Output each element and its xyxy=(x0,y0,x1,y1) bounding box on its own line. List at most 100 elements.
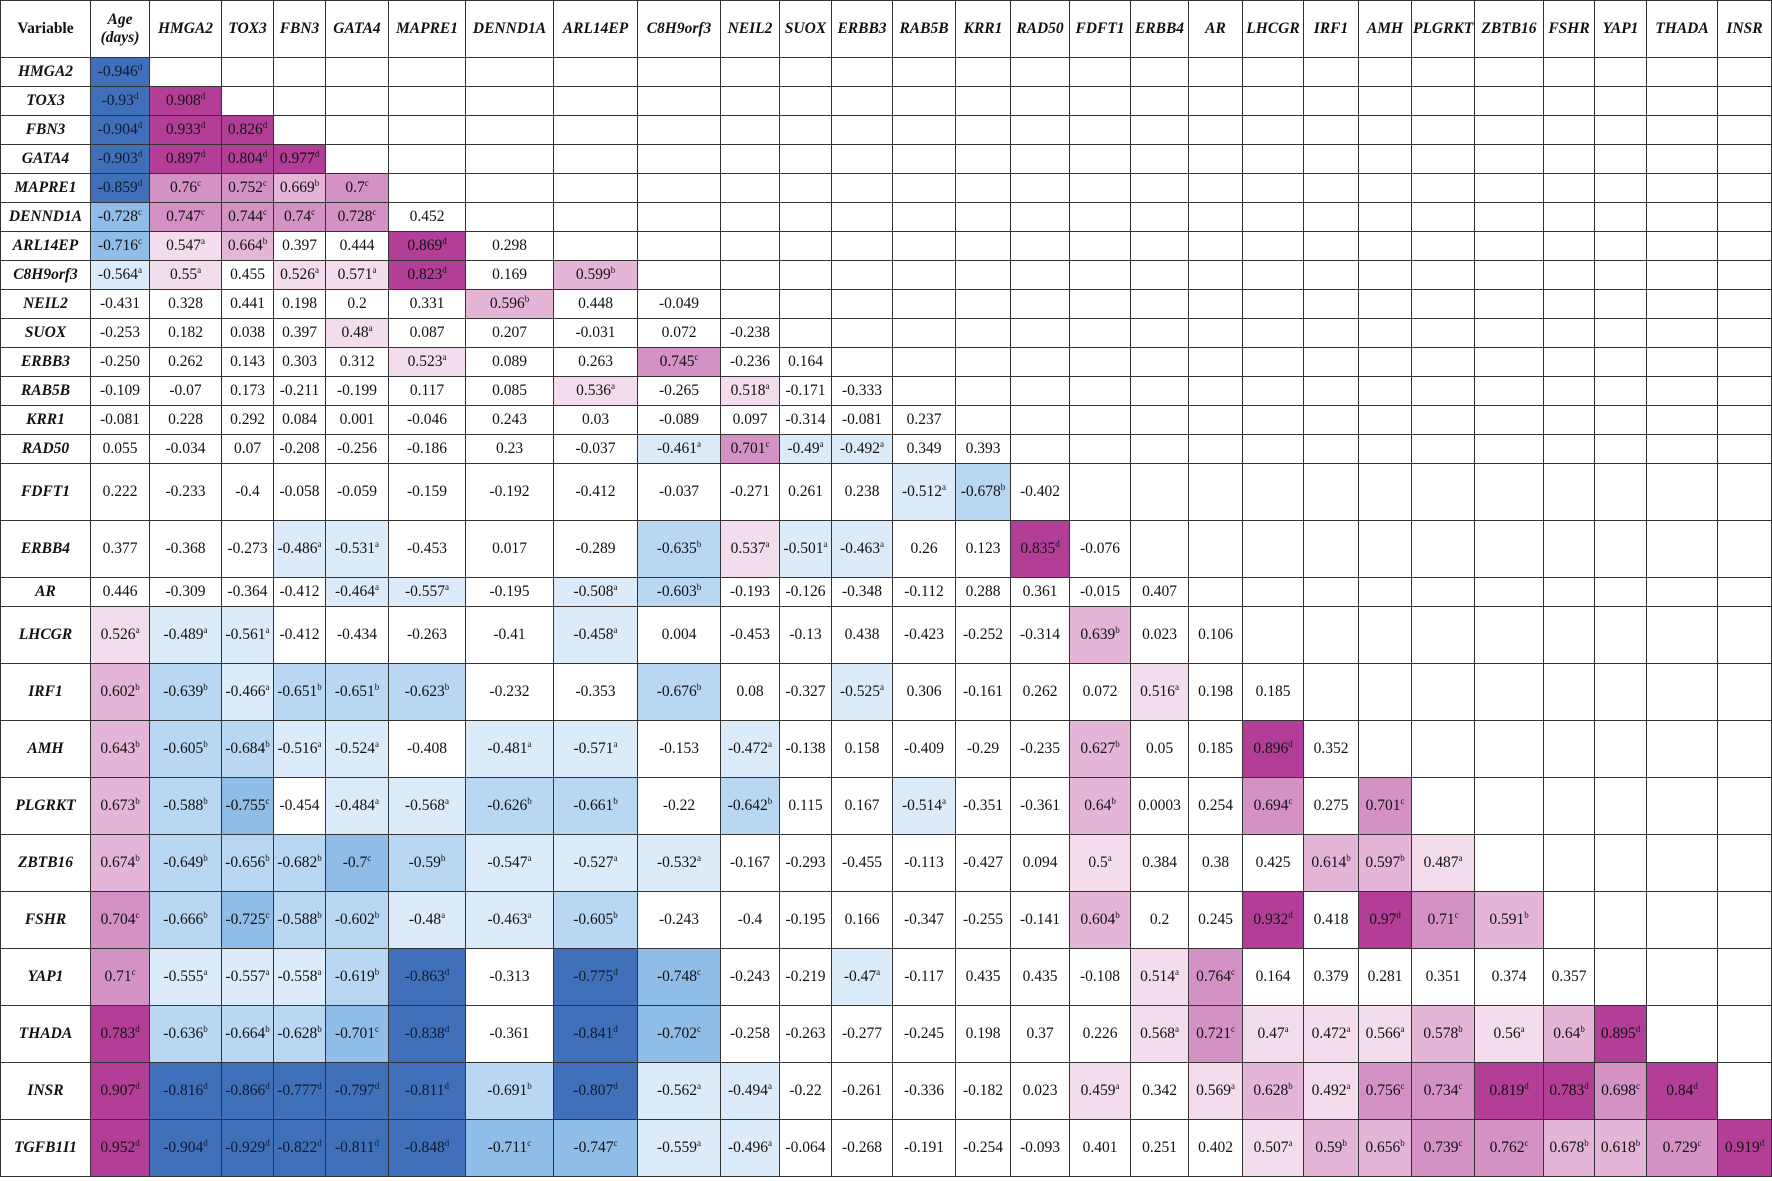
empty-cell xyxy=(1543,231,1595,261)
empty-cell xyxy=(1188,405,1243,435)
correlation-cell: -0.268 xyxy=(831,1119,893,1177)
correlation-cell: 0.728c xyxy=(325,202,389,232)
empty-cell xyxy=(831,318,893,348)
header-variable: Variable xyxy=(0,0,91,58)
correlation-value: 0.085 xyxy=(492,382,527,399)
correlation-value: 0.07 xyxy=(233,440,262,457)
empty-cell xyxy=(1543,434,1595,464)
correlation-cell: -0.108 xyxy=(1069,948,1131,1006)
correlation-cell: 0.596b xyxy=(465,289,554,319)
correlation-cell: -0.093 xyxy=(1010,1119,1070,1177)
correlation-value: 0.23 xyxy=(495,440,524,457)
correlation-value: -0.093 xyxy=(1019,1139,1061,1156)
empty-cell xyxy=(1411,57,1475,87)
correlation-value: -0.314 xyxy=(1019,626,1061,643)
significance-marker: b xyxy=(203,682,208,692)
correlation-value: -0.903 xyxy=(97,150,138,167)
significance-marker: c xyxy=(375,1024,380,1034)
correlation-cell: -0.245 xyxy=(892,1005,956,1063)
empty-cell xyxy=(637,57,721,87)
correlation-cell: 0.435 xyxy=(955,948,1011,1006)
significance-marker: a xyxy=(375,539,380,549)
correlation-value: 0.444 xyxy=(339,237,375,254)
empty-cell xyxy=(892,347,956,377)
empty-cell xyxy=(1543,144,1595,174)
correlation-cell: 0.123 xyxy=(955,520,1011,578)
empty-cell xyxy=(1242,86,1304,116)
correlation-value: -0.558 xyxy=(277,968,318,985)
correlation-value: -0.588 xyxy=(277,911,318,928)
correlation-cell: 0.614b xyxy=(1303,834,1359,892)
correlation-cell: 0.729c xyxy=(1646,1119,1718,1177)
correlation-value: -0.309 xyxy=(165,583,206,600)
correlation-value: 0.933 xyxy=(165,121,201,138)
empty-cell xyxy=(1717,318,1772,348)
correlation-value: -0.747 xyxy=(573,1139,614,1156)
correlation-cell: -0.635b xyxy=(637,520,721,578)
correlation-value: -0.635 xyxy=(656,540,697,557)
significance-marker: a xyxy=(1174,1024,1179,1034)
empty-cell xyxy=(1303,434,1359,464)
correlation-cell: 0.262 xyxy=(1010,663,1070,721)
correlation-cell: -0.049 xyxy=(637,289,721,319)
significance-marker: d xyxy=(317,1081,322,1091)
table-row: FBN3 -0.904d 0.933d 0.826d xyxy=(0,115,1772,145)
correlation-cell: -0.748c xyxy=(637,948,721,1006)
correlation-value: 0.514 xyxy=(1140,968,1175,985)
row-label: AMH xyxy=(0,720,91,778)
empty-cell xyxy=(637,202,721,232)
empty-cell xyxy=(1474,289,1544,319)
correlation-cell: 0.26 xyxy=(892,520,956,578)
correlation-value: 0.169 xyxy=(492,266,527,283)
significance-marker: a xyxy=(375,582,380,592)
correlation-value: -0.484 xyxy=(334,797,376,814)
correlation-cell: -0.904d xyxy=(90,115,150,145)
empty-cell xyxy=(1130,86,1189,116)
correlation-cell: 0.701c xyxy=(1358,777,1412,835)
empty-cell xyxy=(892,289,956,319)
column-header: SUOX xyxy=(779,0,832,58)
correlation-value: -0.049 xyxy=(658,295,700,312)
correlation-cell: -0.807d xyxy=(553,1062,638,1120)
empty-cell xyxy=(1069,347,1131,377)
row-label: LHCGR xyxy=(0,606,91,664)
empty-cell xyxy=(955,86,1011,116)
significance-marker: d xyxy=(133,91,139,101)
correlation-cell: 0.492a xyxy=(1303,1062,1359,1120)
correlation-value: 0.597 xyxy=(1365,854,1401,871)
correlation-cell: 0.072 xyxy=(637,318,721,348)
correlation-cell: -0.243 xyxy=(720,948,780,1006)
correlation-cell: -0.058 xyxy=(273,463,326,521)
correlation-cell: 0.377 xyxy=(90,520,150,578)
empty-cell xyxy=(1010,231,1070,261)
column-header: AMH xyxy=(1358,0,1412,58)
correlation-value: 0.537 xyxy=(730,540,766,557)
significance-marker: a xyxy=(527,910,532,920)
correlation-value: 0.438 xyxy=(844,626,880,643)
significance-marker: d xyxy=(135,1138,140,1148)
correlation-cell: 0.328 xyxy=(149,289,222,319)
correlation-cell: -0.195 xyxy=(465,577,554,607)
empty-cell xyxy=(637,173,721,203)
correlation-cell: 0.526a xyxy=(90,606,150,664)
correlation-value: 0.084 xyxy=(282,411,317,428)
correlation-value: -0.081 xyxy=(99,411,141,428)
correlation-cell: 0.402 xyxy=(1188,1119,1243,1177)
significance-marker: d xyxy=(200,91,206,101)
column-header: IRF1 xyxy=(1303,0,1359,58)
row-label: RAB5B xyxy=(0,376,91,406)
correlation-value: 0.331 xyxy=(409,295,445,312)
correlation-cell: -0.235 xyxy=(1010,720,1070,778)
empty-cell xyxy=(779,231,832,261)
significance-marker: b xyxy=(1400,1138,1405,1148)
correlation-value: -0.486 xyxy=(277,540,318,557)
empty-cell xyxy=(1411,777,1475,835)
correlation-cell: 0.514a xyxy=(1130,948,1189,1006)
empty-cell xyxy=(892,57,956,87)
correlation-value: -0.219 xyxy=(785,968,826,985)
significance-marker: d xyxy=(374,1081,380,1091)
empty-cell xyxy=(1130,463,1189,521)
empty-cell xyxy=(1130,260,1189,290)
significance-marker: a xyxy=(445,796,450,806)
correlation-value: -0.59 xyxy=(408,854,441,871)
